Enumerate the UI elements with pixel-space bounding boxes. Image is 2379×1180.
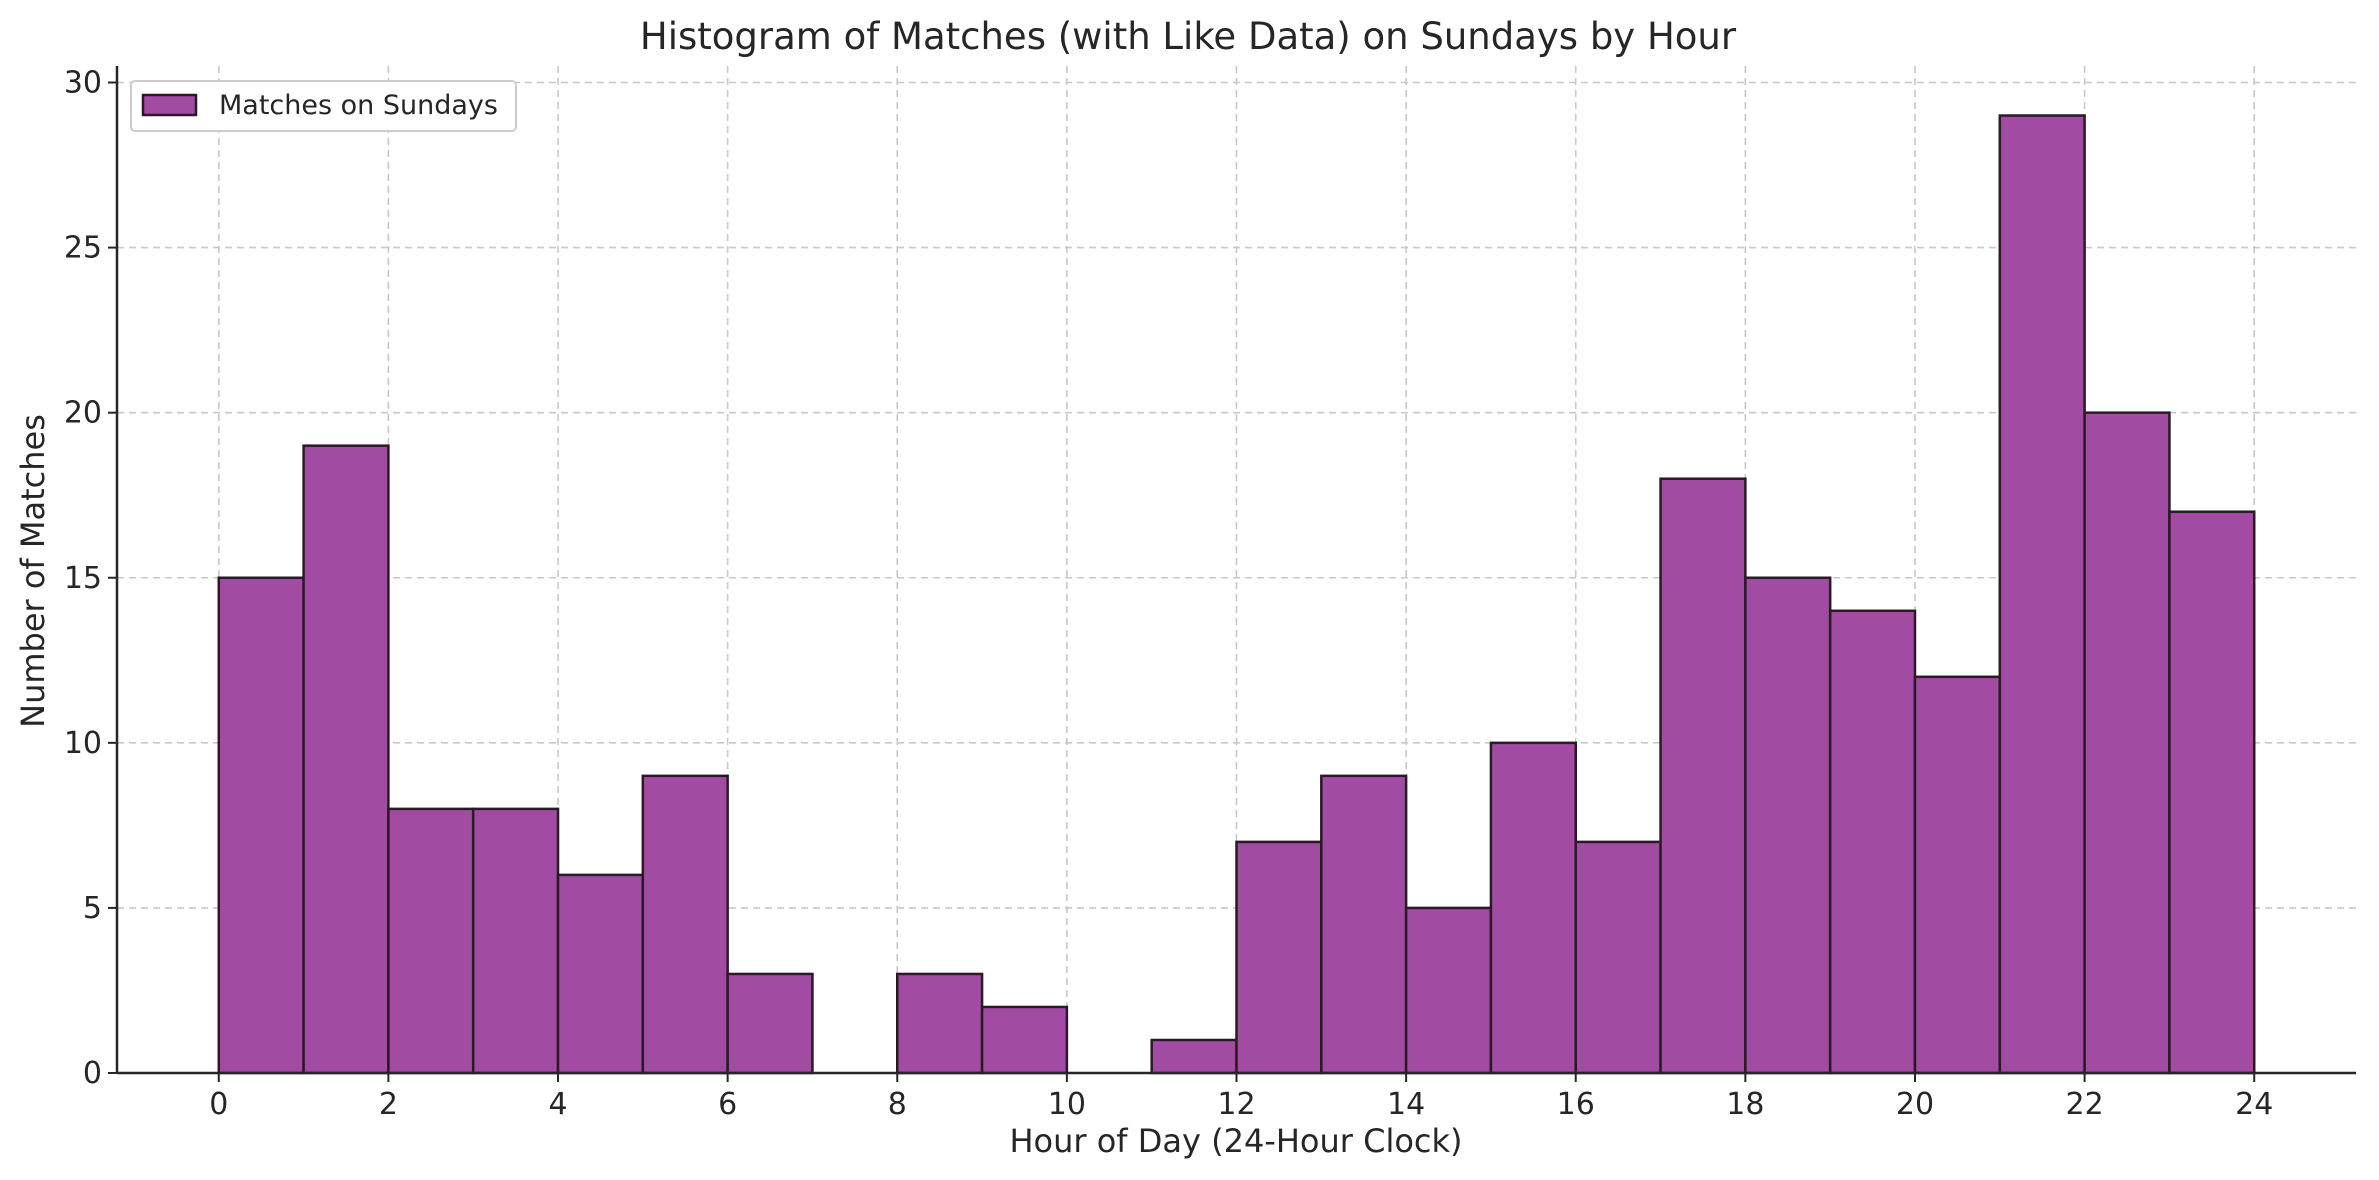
histogram-bar	[217, 576, 305, 1075]
histogram-bar	[1913, 675, 2002, 1075]
legend-label: Matches on Sundays	[219, 90, 498, 121]
histogram-bar	[556, 873, 645, 1075]
histogram-bar	[1489, 741, 1577, 1075]
y-axis-label: Number of Matches	[14, 414, 52, 728]
y-axis-ticks: 0 5 10 15 20 25 30	[64, 66, 117, 1091]
histogram-bar	[980, 1005, 1069, 1075]
chart-title: Histogram of Matches (with Like Data) on…	[640, 15, 1737, 58]
x-tick-label: 4	[548, 1087, 567, 1122]
histogram-bars	[217, 114, 2256, 1075]
histogram-bar	[2083, 411, 2171, 1075]
x-axis-ticks: 0 2 4 6 8 10 12 14 16 18 20 22 24	[209, 1073, 2273, 1122]
histogram-bar	[1744, 576, 1832, 1075]
histogram-bar	[1574, 840, 1662, 1075]
histogram-bar	[471, 807, 560, 1075]
x-tick-label: 24	[2235, 1087, 2273, 1122]
x-tick-label: 6	[718, 1087, 737, 1122]
legend: Matches on Sundays	[130, 80, 517, 132]
y-tick-label: 10	[64, 726, 102, 761]
histogram-bar	[1659, 477, 1747, 1075]
x-tick-label: 16	[1557, 1087, 1595, 1122]
histogram-bar	[1235, 840, 1323, 1075]
histogram-bar	[641, 774, 729, 1075]
x-tick-label: 18	[1726, 1087, 1764, 1122]
y-tick-label: 25	[64, 231, 102, 266]
histogram-bar	[1320, 774, 1408, 1075]
legend-swatch	[141, 93, 198, 117]
x-axis-label: Hour of Day (24-Hour Clock)	[1009, 1122, 1462, 1160]
histogram-bar	[387, 807, 475, 1075]
y-tick-label: 5	[83, 891, 102, 926]
x-tick-label: 14	[1387, 1087, 1425, 1122]
histogram-bar	[302, 444, 390, 1075]
histogram-bar	[726, 972, 814, 1075]
histogram-bar	[896, 972, 984, 1075]
x-tick-label: 2	[379, 1087, 398, 1122]
histogram-bar	[2168, 510, 2256, 1075]
x-tick-label: 22	[2066, 1087, 2104, 1122]
x-tick-label: 12	[1217, 1087, 1255, 1122]
x-tick-label: 8	[888, 1087, 907, 1122]
histogram-bar	[1150, 1038, 1238, 1075]
legend-frame	[130, 80, 517, 132]
y-tick-label: 0	[83, 1056, 102, 1091]
histogram-bar	[1404, 906, 1493, 1075]
x-tick-label: 0	[209, 1087, 228, 1122]
histogram-bar	[1998, 114, 2086, 1075]
histogram-bar	[1828, 609, 1917, 1075]
y-tick-label: 20	[64, 396, 102, 431]
x-tick-label: 10	[1048, 1087, 1086, 1122]
y-tick-label: 15	[64, 561, 102, 596]
y-tick-label: 30	[64, 66, 102, 101]
x-tick-label: 20	[1896, 1087, 1934, 1122]
